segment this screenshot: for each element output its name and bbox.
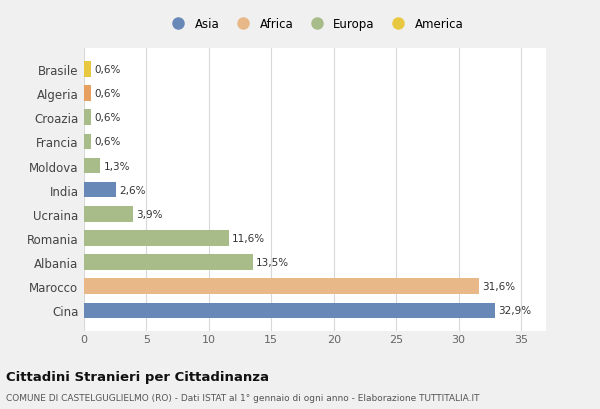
Text: COMUNE DI CASTELGUGLIELMO (RO) - Dati ISTAT al 1° gennaio di ogni anno - Elabora: COMUNE DI CASTELGUGLIELMO (RO) - Dati IS… [6, 393, 479, 402]
Text: 31,6%: 31,6% [482, 281, 515, 292]
Text: 0,6%: 0,6% [95, 89, 121, 99]
Bar [84, 134, 91, 150]
Bar [84, 86, 91, 102]
Text: 11,6%: 11,6% [232, 234, 265, 243]
Bar [84, 279, 479, 294]
Text: 13,5%: 13,5% [256, 258, 289, 267]
Bar [84, 255, 253, 270]
Text: 2,6%: 2,6% [119, 185, 146, 195]
Text: Cittadini Stranieri per Cittadinanza: Cittadini Stranieri per Cittadinanza [6, 370, 269, 383]
Legend: Asia, Africa, Europa, America: Asia, Africa, Europa, America [164, 16, 466, 33]
Text: 3,9%: 3,9% [136, 209, 163, 219]
Text: 0,6%: 0,6% [95, 137, 121, 147]
Bar [84, 231, 229, 246]
Bar [84, 62, 91, 78]
Text: 1,3%: 1,3% [103, 161, 130, 171]
Text: 0,6%: 0,6% [95, 65, 121, 75]
Bar [84, 158, 100, 174]
Bar [84, 303, 495, 319]
Bar [84, 207, 133, 222]
Text: 0,6%: 0,6% [95, 113, 121, 123]
Bar [84, 182, 116, 198]
Bar [84, 110, 91, 126]
Text: 32,9%: 32,9% [498, 306, 531, 316]
